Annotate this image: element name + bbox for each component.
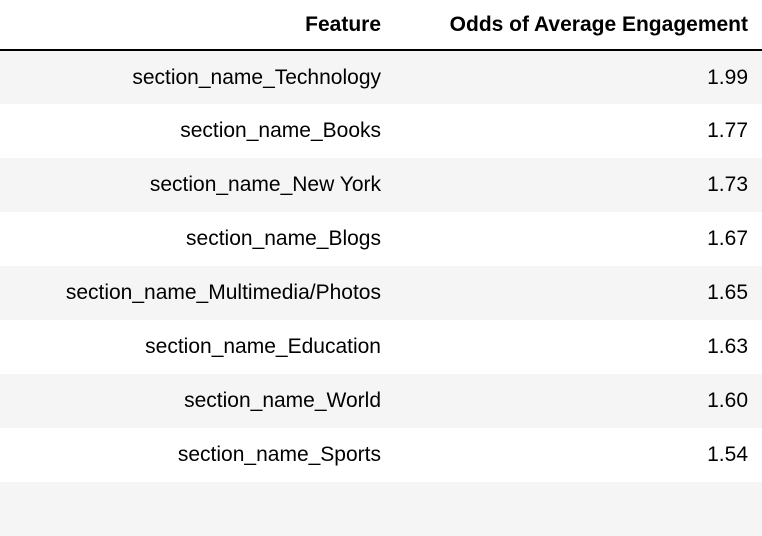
feature-cell: section_name_Books <box>180 119 381 142</box>
table-row: section_name_Sports 1.54 <box>0 428 762 482</box>
odds-cell: 1.67 <box>707 227 748 250</box>
table-row: section_name_Education 1.63 <box>0 320 762 374</box>
feature-cell: section_name_Blogs <box>186 227 381 250</box>
odds-cell: 1.77 <box>707 119 748 142</box>
column-header-odds: Odds of Average Engagement <box>395 0 762 51</box>
feature-cell <box>0 482 395 536</box>
feature-cell: section_name_Technology <box>132 65 381 89</box>
table-body: section_name_Technology 1.99 section_nam… <box>0 50 762 536</box>
feature-cell: section_name_World <box>184 389 381 412</box>
odds-cell: 1.99 <box>707 65 748 89</box>
odds-cell: 1.65 <box>707 281 748 304</box>
odds-cell <box>395 482 762 536</box>
table-row: section_name_Blogs 1.67 <box>0 212 762 266</box>
table-row: section_name_Technology 1.99 <box>0 50 762 104</box>
odds-cell: 1.54 <box>707 443 748 466</box>
odds-cell: 1.63 <box>707 335 748 358</box>
odds-cell: 1.60 <box>707 389 748 412</box>
table-row: section_name_Multimedia/Photos 1.65 <box>0 266 762 320</box>
table-row: section_name_New York 1.73 <box>0 158 762 212</box>
table-header: Feature Odds of Average Engagement <box>0 0 762 51</box>
table-row: section_name_Books 1.77 <box>0 104 762 158</box>
header-row: Feature Odds of Average Engagement <box>0 0 762 51</box>
feature-cell: section_name_Multimedia/Photos <box>65 281 381 304</box>
column-header-feature: Feature <box>0 0 395 51</box>
feature-cell: section_name_Sports <box>177 443 381 466</box>
feature-cell: section_name_Education <box>145 335 381 358</box>
table-row <box>0 482 762 536</box>
odds-cell: 1.73 <box>707 173 748 196</box>
table-row: section_name_World 1.60 <box>0 374 762 428</box>
feature-cell: section_name_New York <box>149 173 381 196</box>
